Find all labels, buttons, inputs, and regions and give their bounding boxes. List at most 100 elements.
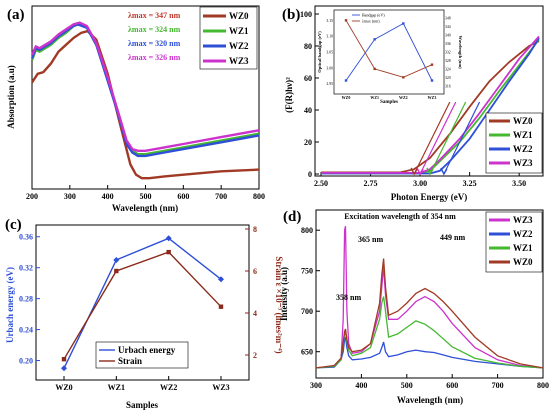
panel-b-xtick-label: 2.75 — [364, 179, 378, 188]
panel-c-xtick-label: WZ1 — [108, 383, 125, 392]
inset-ytick-left: 2.95 — [326, 82, 333, 86]
panel-c-point — [218, 276, 224, 283]
panel-b-fit-arrow — [426, 167, 434, 176]
panel-c-ytick-right-label: 6 — [253, 267, 257, 276]
panel-b-series-wz2 — [321, 37, 540, 175]
panel-c-point — [113, 256, 120, 263]
panel-c-ytick-left-label: 0.32 — [19, 264, 33, 273]
inset-ytick-right: 316 — [445, 84, 451, 88]
panel-b: (b) 2.50 2.75 3.00 3.25 3.50 0 20 40 60 80 100 Ph… — [282, 5, 544, 202]
panel-a-ylabel: Absorption (a.u) — [6, 65, 16, 129]
panel-c-ytick-left-label: 0.36 — [19, 233, 33, 242]
panel-b-fit-line — [413, 101, 451, 175]
panel-c-point — [61, 357, 67, 362]
panel-b-label: (b) — [282, 7, 300, 23]
inset-point-lambda — [402, 76, 405, 79]
panel-b-fit-arrow — [416, 167, 424, 176]
panel-b-fit-line — [419, 101, 457, 175]
inset-ytick-right: 336 — [445, 42, 451, 46]
panel-d-ylabel: Intensity (a.u) — [279, 267, 289, 321]
panel-b-inset: WZ0 WZ1 WZ2 WZ3 2.95 3.00 3.05 3.10 3.15 316 320 32… — [317, 9, 463, 105]
panel-b-xtick-label: 3.00 — [413, 179, 427, 188]
panel-c-ytick-left-label: 0.28 — [19, 295, 33, 304]
panel-a-xtick-label: 800 — [253, 192, 265, 201]
panel-b-xtick-label: 3.25 — [463, 179, 477, 188]
panel-c-xtick-label: WZ2 — [160, 383, 177, 392]
panel-b-legend-label: WZ1 — [513, 130, 533, 140]
panel-d-xtick-label: 400 — [355, 381, 367, 390]
panel-b-ytick-label: 80 — [304, 42, 312, 51]
panel-c: (c) WZ0 WZ1 WZ2 WZ3 0.20 0.24 0.28 0.32 0.36 2 4 6 8… — [5, 217, 284, 410]
panel-c-label: (c) — [5, 217, 22, 233]
panel-b-series-wz0 — [321, 40, 540, 174]
inset-xtick-label: WZ2 — [399, 95, 408, 100]
inset-xtick-label: WZ3 — [428, 95, 437, 100]
panel-c-ytick-right-label: 8 — [253, 225, 257, 234]
panel-b-legend-label: WZ3 — [513, 158, 533, 168]
inset-ylabel-left: Optical bandgap (eV) — [317, 31, 322, 73]
panel-d-xtick-label: 600 — [446, 381, 458, 390]
inset-point-lambda — [373, 67, 376, 71]
panel-d-peak-annotation: 365 nm — [358, 235, 383, 244]
inset-point-bandgap — [373, 38, 376, 41]
inset-ytick-right: 344 — [445, 25, 451, 29]
panel-d-series-wz0 — [315, 258, 544, 369]
panel-a-legend-label: WZ2 — [229, 41, 249, 51]
inset-legend-label: Bandgap (eV) — [362, 13, 385, 18]
inset-ylabel-right: Wavelength (nm) — [458, 35, 463, 69]
panel-d-peak-annotation: 449 nm — [440, 233, 465, 242]
panel-a-lambda-annotation: λmax = 326 nm — [128, 53, 181, 62]
panel-b-xtick-label: 2.50 — [314, 179, 328, 188]
panel-d-legend-label: WZ1 — [513, 243, 533, 253]
inset-point-bandgap — [430, 79, 434, 82]
panel-c-ylabel-right: Strain ε ×10⁻³ (lines²m⁻⁴) — [274, 256, 284, 353]
panel-c-point — [61, 365, 67, 372]
panel-c-series-strain — [63, 251, 222, 360]
panel-c-point — [114, 268, 119, 274]
panel-a-xtick-label: 600 — [177, 192, 189, 201]
inset-frame — [333, 9, 445, 95]
inset-ytick-right: 324 — [445, 67, 451, 71]
panel-c-point — [218, 304, 224, 309]
panel-a-lambda-annotation: λmax = 324 nm — [128, 25, 181, 34]
panel-d-ytick-label: 800 — [301, 226, 313, 235]
panel-a: (a) 200 300 400 500 600 700 800 Wavelength (nm… — [6, 5, 265, 213]
panel-d-xtick-label: 800 — [537, 381, 549, 390]
panel-d-legend-label: WZ0 — [513, 257, 533, 267]
panel-c-ytick-left-label: 0.20 — [19, 357, 33, 366]
panel-c-legend — [95, 341, 189, 369]
panel-b-legend-label: WZ0 — [513, 116, 533, 126]
inset-point-bandgap — [344, 79, 348, 82]
panel-c-legend-label: Strain — [118, 356, 142, 366]
panel-c-xlabel: Samples — [126, 400, 159, 410]
panel-b-series-wz3 — [321, 35, 540, 174]
inset-series-lambda — [345, 20, 433, 78]
panel-b-fit-arrow — [440, 167, 448, 176]
inset-xtick-label: WZ0 — [342, 95, 351, 100]
panel-b-ytick-label: 0 — [308, 170, 312, 179]
inset-ytick-left: 3.10 — [326, 35, 333, 39]
panel-a-xtick-label: 700 — [215, 192, 227, 201]
panel-b-ytick-label: 100 — [300, 10, 312, 19]
panel-c-ytick-right-label: 4 — [253, 309, 257, 318]
panel-a-xtick-label: 500 — [140, 192, 152, 201]
panel-a-legend-label: WZ0 — [229, 11, 249, 21]
panel-d-series-wz2 — [315, 336, 544, 369]
panel-c-ytick-right-label: 2 — [253, 351, 257, 360]
panel-a-lambda-annotation: λmax = 320 nm — [128, 39, 181, 48]
panel-c-ylabel-left: Urbach energy (eV) — [5, 267, 15, 343]
panel-a-xtick-label: 200 — [26, 192, 38, 201]
panel-d-title: Excitation wavelength of 354 nm — [344, 212, 456, 221]
inset-xlabel: Samples — [380, 100, 398, 105]
panel-a-lambda-annotation: λmax = 347 nm — [128, 11, 181, 20]
inset-legend-label: λmax (nm) — [362, 19, 380, 24]
panel-b-frame — [314, 5, 544, 177]
panel-c-point — [165, 235, 172, 242]
panel-b-ytick-label: 40 — [304, 106, 312, 115]
inset-ytick-right: 340 — [445, 34, 451, 38]
inset-xtick-label: WZ1 — [370, 95, 379, 100]
panel-d: (d) 300 400 500 600 700 800 650 700 750 800 Wave… — [279, 209, 549, 405]
panel-d-frame — [315, 209, 544, 379]
panel-c-xtick-label: WZ3 — [212, 383, 229, 392]
